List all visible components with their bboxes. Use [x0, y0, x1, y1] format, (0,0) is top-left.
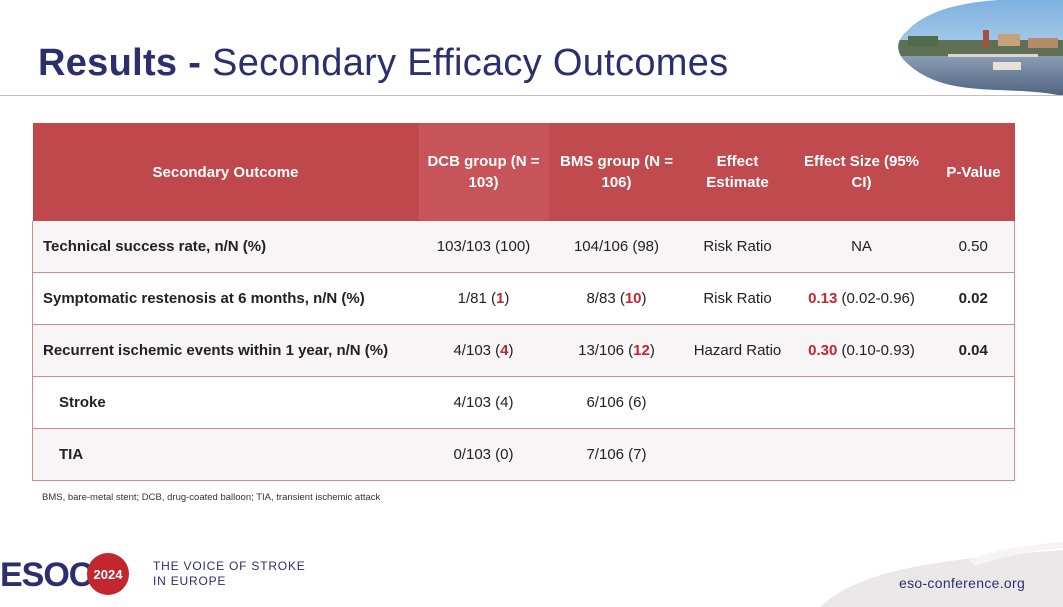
p-value-cell [932, 428, 1015, 481]
bms-close: ) [641, 290, 647, 307]
effect-size-cell: 0.30 (0.10-0.93) [790, 324, 933, 377]
abbreviations-footnote: BMS, bare-metal stent; DCB, drug-coated … [42, 492, 381, 503]
tagline: THE VOICE OF STROKE IN EUROPE [153, 559, 306, 589]
table-row: Recurrent ischemic events within 1 year,… [32, 324, 1015, 377]
dcb-count: 4/103 ( [453, 342, 501, 359]
bms-percent-highlight: 10 [624, 290, 642, 307]
table-row: Stroke 4/103 (4) 6/106 (6) [32, 376, 1015, 429]
effect-size-highlight: 0.13 [808, 290, 838, 307]
effect-cell: Hazard Ratio [684, 324, 791, 377]
p-value-cell: 0.50 [932, 221, 1015, 273]
outcome-cell: Technical success rate, n/N (%) [32, 221, 419, 273]
effect-size-cell: 0.13 (0.02-0.96) [790, 272, 933, 325]
effect-size-cell [790, 376, 933, 429]
logo-year: 2024 [94, 567, 124, 582]
title-text: Secondary Efficacy Outcomes [212, 42, 729, 84]
effect-size-highlight: 0.30 [808, 342, 838, 359]
header-outcome: Secondary Outcome [32, 123, 419, 221]
dcb-cell: 1/81 (1) [418, 272, 549, 325]
header-dcb-group: DCB group (N = 103) [418, 123, 549, 221]
outcome-cell: Stroke [32, 376, 419, 429]
table-row: TIA 0/103 (0) 7/106 (7) [32, 428, 1015, 481]
outcome-cell: TIA [32, 428, 419, 481]
header-dcb-n: (N = 103) [468, 153, 540, 191]
bms-cell: 7/106 (7) [548, 428, 685, 481]
p-value-cell [932, 376, 1015, 429]
logo-circle [87, 553, 129, 595]
city-river-photo [898, 0, 1063, 96]
effect-cell: Risk Ratio [684, 272, 791, 325]
effect-size-cell [790, 428, 933, 481]
p-value-cell: 0.02 [932, 272, 1015, 325]
dcb-cell: 4/103 (4) [418, 324, 549, 377]
bms-count: 13/106 ( [578, 342, 634, 359]
bms-cell: 8/83 (10) [548, 272, 685, 325]
dcb-cell: 4/103 (4) [418, 376, 549, 429]
bms-cell: 6/106 (6) [548, 376, 685, 429]
tagline-line2: IN EUROPE [153, 574, 227, 588]
table-row: Symptomatic restenosis at 6 months, n/N … [32, 272, 1015, 325]
page-title: Results - Secondary Efficacy Outcomes [38, 42, 728, 85]
header-effect-line2: Estimate [706, 174, 769, 191]
header-bms-group: BMS group (N = 106) [548, 123, 685, 221]
esoc-logo: ESOC 2024 [0, 553, 129, 595]
bms-cell: 104/106 (98) [548, 221, 685, 273]
header-bms-n: (N = 106) [601, 153, 673, 191]
table-header-row: Secondary Outcome DCB group (N = 103) BM… [32, 123, 1015, 221]
outcome-cell: Recurrent ischemic events within 1 year,… [32, 324, 419, 377]
bms-close: ) [649, 342, 655, 359]
conference-url[interactable]: eso-conference.org [899, 575, 1026, 591]
bms-count: 8/83 ( [586, 290, 625, 307]
p-value-cell: 0.04 [932, 324, 1015, 377]
effect-cell: Risk Ratio [684, 221, 791, 273]
dcb-percent-highlight: 1 [496, 290, 505, 307]
dcb-cell: 103/103 (100) [418, 221, 549, 273]
header-dcb-label: DCB group [427, 153, 507, 170]
header-size-line2: (95% CI) [851, 153, 920, 191]
effect-size-cell: NA [790, 221, 933, 273]
effect-size-ci: (0.10-0.93) [837, 342, 915, 359]
tagline-line1: THE VOICE OF STROKE [153, 559, 306, 573]
header-size-line1: Effect Size [803, 153, 880, 170]
bms-percent-highlight: 12 [633, 342, 650, 359]
effect-size-ci: (0.02-0.96) [837, 290, 915, 307]
bms-cell: 13/106 (12) [548, 324, 685, 377]
dcb-close: ) [508, 342, 514, 359]
title-divider [0, 95, 1063, 96]
dcb-cell: 0/103 (0) [418, 428, 549, 481]
secondary-outcomes-table: Secondary Outcome DCB group (N = 103) BM… [32, 123, 1015, 481]
effect-cell [684, 428, 791, 481]
header-p-value: P-Value [932, 123, 1015, 221]
header-effect-line1: Effect [716, 153, 759, 170]
dcb-close: ) [504, 290, 510, 307]
footer-wave-decoration [820, 542, 1063, 607]
header-effect-size: Effect Size (95% CI) [790, 123, 933, 221]
title-prefix: Results - [38, 42, 202, 84]
table-row: Technical success rate, n/N (%) 103/103 … [32, 221, 1015, 273]
outcome-cell: Symptomatic restenosis at 6 months, n/N … [32, 272, 419, 325]
logo-text: ESOC [0, 556, 93, 594]
header-bms-label: BMS group [560, 153, 641, 170]
header-effect-estimate: Effect Estimate [684, 123, 791, 221]
effect-cell [684, 376, 791, 429]
dcb-count: 1/81 ( [457, 290, 496, 307]
dcb-percent-highlight: 4 [500, 342, 509, 359]
